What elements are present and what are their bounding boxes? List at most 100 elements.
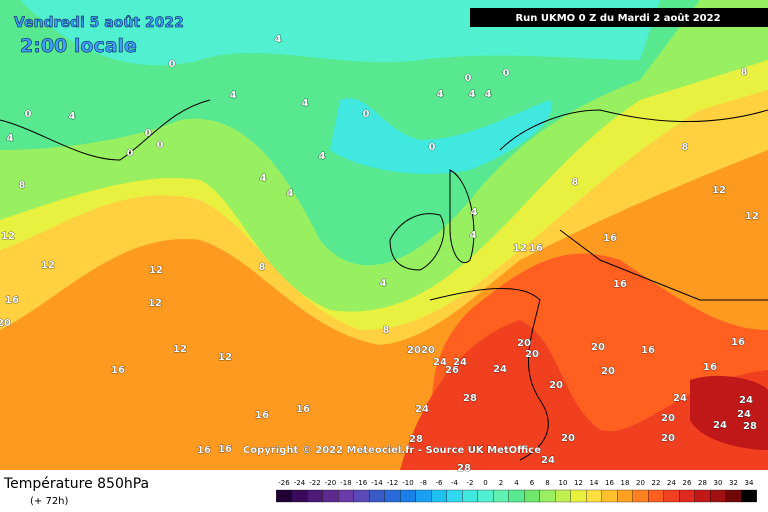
scale-label: 28 — [698, 479, 707, 487]
run-info: Run UKMO 0 Z du Mardi 2 août 2022 — [515, 12, 720, 24]
scale-swatch — [555, 489, 571, 503]
scale-swatch — [338, 489, 354, 503]
contour-label: 28 — [409, 434, 423, 445]
contour-label: 26 — [445, 365, 459, 376]
scale-swatch — [369, 489, 385, 503]
scale-label: 20 — [636, 479, 645, 487]
scale-swatch — [679, 489, 695, 503]
scale-label: 26 — [683, 479, 692, 487]
contour-label: 16 — [703, 362, 717, 373]
scale-swatch — [741, 489, 757, 503]
contour-label: 16 — [5, 295, 19, 306]
contour-label: 12 — [149, 265, 163, 276]
scale-label: -6 — [436, 479, 444, 487]
contour-label: 4 — [319, 151, 326, 162]
contour-label: 16 — [255, 410, 269, 421]
contour-label: 28 — [457, 463, 471, 474]
contour-label: 8 — [259, 262, 266, 273]
scale-swatch — [663, 489, 680, 503]
contour-label: 16 — [613, 279, 627, 290]
scale-swatch — [307, 489, 323, 503]
contour-label: 24 — [541, 455, 555, 466]
contour-label: 4 — [437, 89, 444, 100]
contour-label: 0 — [145, 128, 152, 139]
contour-label: 0 — [127, 148, 134, 159]
scale-label: -4 — [451, 479, 459, 487]
scale-swatch — [648, 489, 664, 503]
contour-label: 0 — [465, 73, 472, 84]
contour-label: 0 — [429, 142, 436, 153]
scale-swatch — [539, 489, 556, 503]
scale-label: 0 — [483, 479, 487, 487]
contour-label: 24 — [713, 420, 727, 431]
scale-label: -10 — [402, 479, 413, 487]
contour-label: 20 — [661, 433, 675, 444]
scale-label: 34 — [745, 479, 754, 487]
contour-label: 4 — [260, 173, 267, 184]
contour-label: 20 — [601, 366, 615, 377]
scale-label: -18 — [340, 479, 351, 487]
contour-label: 8 — [572, 177, 579, 188]
cold-pool — [330, 98, 552, 174]
contour-label: 16 — [218, 444, 232, 455]
hot-zone — [400, 320, 768, 470]
scale-swatch — [415, 489, 432, 503]
scale-swatch — [291, 489, 308, 503]
scale-swatch — [276, 489, 292, 503]
contour-label: 4 — [230, 90, 237, 101]
scale-label: 22 — [652, 479, 661, 487]
scale-swatch — [462, 489, 478, 503]
contour-label: 12 — [218, 352, 232, 363]
copyright: Copyright © 2022 Meteociel.fr - Source U… — [243, 445, 541, 456]
scale-label: -26 — [278, 479, 290, 487]
contour-label: 0 — [25, 109, 32, 120]
scale-swatch — [508, 489, 525, 503]
contour-label: 4 — [287, 188, 294, 199]
lead-time: (+ 72h) — [30, 496, 69, 507]
contour-label: 0 — [363, 109, 370, 120]
contour-label: 12 — [513, 243, 527, 254]
scale-label: 30 — [714, 479, 723, 487]
contour-label: 24 — [415, 404, 429, 415]
scale-swatch — [586, 489, 602, 503]
run-banner — [470, 8, 768, 27]
contour-label: 12 — [1, 231, 15, 242]
contour-label: 12 — [745, 211, 759, 222]
contour-label: 12 — [712, 185, 726, 196]
scale-swatch — [617, 489, 633, 503]
scale-swatch — [694, 489, 711, 503]
contour-label: 20 — [421, 345, 435, 356]
scale-label: -14 — [371, 479, 383, 487]
contour-label: 20 — [549, 380, 563, 391]
contour-label: 8 — [741, 67, 748, 78]
contour-label: 24 — [453, 357, 467, 368]
scale-label: 6 — [530, 479, 535, 487]
date: Vendredi 5 août 2022 — [14, 15, 184, 31]
contour-label: 20 — [0, 318, 11, 329]
scale-swatch — [400, 489, 416, 503]
scale-swatch — [632, 489, 649, 503]
scale-label: -8 — [420, 479, 427, 487]
contour-label: 20 — [561, 433, 575, 444]
time: 2:00 locale — [20, 35, 137, 57]
contour-label: 16 — [603, 233, 617, 244]
contour-label: 8 — [19, 180, 26, 191]
scale-swatch — [725, 489, 742, 503]
contour-label: 4 — [380, 278, 387, 289]
scale-label: 4 — [514, 479, 519, 487]
contour-label: 8 — [682, 142, 689, 153]
hot-core — [690, 375, 768, 450]
contour-label: 20 — [661, 413, 675, 424]
contour-label: 12 — [41, 260, 55, 271]
contour-label: 20 — [517, 338, 531, 349]
contour-label: 16 — [731, 337, 745, 348]
contour-label: 4 — [471, 207, 478, 218]
scale-label: -12 — [387, 479, 398, 487]
scale-label: 10 — [559, 479, 568, 487]
contour-label: 16 — [529, 243, 543, 254]
contour-label: 4 — [7, 133, 14, 144]
contour-label: 24 — [739, 395, 753, 406]
contour-label: 28 — [463, 393, 477, 404]
contour-label: 4 — [275, 34, 282, 45]
scale-label: 2 — [499, 479, 503, 487]
